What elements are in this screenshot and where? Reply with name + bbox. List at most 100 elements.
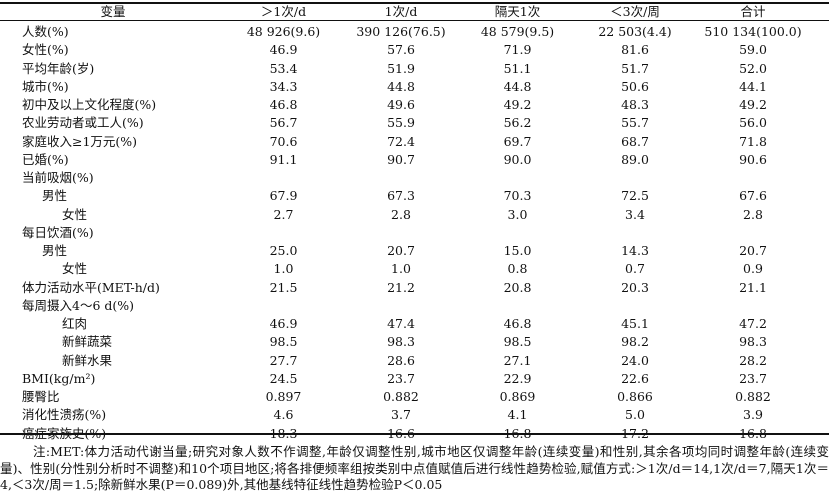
table-row: 已婚(%) 91.1 90.7 90.0 89.0 90.6	[0, 151, 829, 169]
table-row: 女性(%) 46.9 57.6 71.9 81.6 59.0	[0, 41, 829, 59]
row-value: 20.7	[739, 243, 767, 258]
row-label: 当前吸烟(%)	[22, 170, 94, 185]
row-value: 2.8	[743, 206, 763, 222]
row-value: 46.9	[269, 316, 298, 331]
row-value: 21.1	[739, 279, 767, 295]
row-value: 68.7	[621, 133, 649, 149]
row-value: 45.1	[621, 316, 649, 331]
row-value: 34.3	[269, 78, 298, 94]
row-label: 农业劳动者或工人(%)	[22, 115, 144, 131]
row-value: 51.9	[387, 60, 415, 76]
row-value: 44.1	[739, 78, 767, 94]
row-value: 46.8	[269, 97, 298, 112]
row-value: 28.6	[387, 352, 415, 368]
row-value: 81.6	[621, 42, 649, 58]
row-value: 44.8	[503, 78, 532, 94]
table-row: 女性 1.0 1.0 0.8 0.7 0.9	[0, 260, 829, 278]
row-value: 47.4	[387, 316, 415, 331]
row-value: 69.7	[503, 133, 532, 149]
row-label: 女性(%)	[22, 42, 69, 58]
row-value: 3.9	[743, 407, 763, 423]
row-label: 新鲜水果	[62, 352, 113, 368]
row-label: 男性	[42, 188, 68, 204]
row-value: 98.2	[621, 334, 649, 350]
table-row: 男性 67.9 67.3 70.3 72.5 67.6	[0, 187, 829, 205]
row-value: 20.8	[503, 279, 532, 295]
row-value: 22 503(4.4)	[598, 24, 672, 39]
row-value: 67.6	[739, 188, 767, 204]
row-label: 女性	[62, 206, 88, 222]
row-value: 90.6	[739, 151, 767, 167]
row-label: 初中及以上文化程度(%)	[22, 97, 157, 112]
row-label: 男性	[42, 243, 68, 258]
row-label: BMI(kg/m²)	[22, 370, 96, 386]
row-value: 4.1	[507, 407, 528, 423]
row-value: 48 579(9.5)	[480, 24, 555, 39]
row-value: 67.3	[387, 188, 415, 204]
row-label: 城市(%)	[22, 78, 69, 94]
row-value: 56.7	[269, 115, 298, 131]
table-row: 体力活动水平(MET-h/d) 21.5 21.2 20.8 20.3 21.1	[0, 279, 829, 297]
row-value: 27.7	[269, 352, 298, 368]
row-label: 女性	[62, 261, 88, 277]
row-value: 23.7	[387, 370, 415, 386]
row-value: 98.3	[387, 334, 415, 350]
table-row: 男性 25.0 20.7 15.0 14.3 20.7	[0, 242, 829, 260]
row-label: 每日饮酒(%)	[22, 224, 94, 240]
row-value: 59.0	[739, 42, 767, 58]
row-value: 71.8	[739, 133, 767, 149]
row-value: 2.8	[391, 206, 411, 222]
row-value: 57.6	[387, 42, 415, 58]
row-value: 91.1	[269, 151, 298, 167]
row-value: 70.3	[503, 188, 532, 204]
table-row: 平均年龄(岁) 53.4 51.9 51.1 51.7 52.0	[0, 60, 829, 78]
row-label: 腰臀比	[22, 389, 60, 404]
row-value: 0.866	[617, 389, 653, 404]
row-value: 48 926(9.6)	[246, 24, 321, 39]
row-label: 家庭收入≥1万元(%)	[22, 133, 138, 149]
table-row: 腰臀比 0.897 0.882 0.869 0.866 0.882	[0, 388, 829, 406]
table-row: 每日饮酒(%)	[0, 224, 829, 242]
table-row: 农业劳动者或工人(%) 56.7 55.9 56.2 55.7 56.0	[0, 114, 829, 132]
row-value: 0.869	[499, 389, 536, 404]
table-row: 城市(%) 34.3 44.8 44.8 50.6 44.1	[0, 78, 829, 96]
table-row: 每周摄入4～6 d(%)	[0, 297, 829, 315]
row-value: 15.0	[503, 243, 532, 258]
row-value: 0.882	[383, 389, 419, 404]
table-row: 红肉 46.9 47.4 46.8 45.1 47.2	[0, 315, 829, 333]
row-value: 98.5	[269, 334, 298, 350]
row-value: 20.7	[387, 243, 415, 258]
row-label: 平均年龄(岁)	[22, 60, 95, 76]
row-value: 49.6	[387, 97, 415, 112]
table-footnote: 注:MET:体力活动代谢当量;研究对象人数不作调整,年龄仅调整性别,城市地区仅调…	[0, 444, 829, 494]
row-value: 23.7	[739, 370, 767, 386]
row-value: 22.6	[621, 370, 649, 386]
row-label: 体力活动水平(MET-h/d)	[22, 279, 160, 295]
row-label: 消化性溃疡(%)	[22, 407, 107, 423]
row-value: 25.0	[269, 243, 298, 258]
header-every-other-day: 隔天1次	[494, 4, 541, 19]
row-value: 2.7	[273, 206, 294, 222]
table-header-row: 变量 ＞1次/d 1次/d 隔天1次 ＜3次/周 合计	[0, 3, 829, 21]
table-bottom-rule	[0, 433, 829, 435]
table-row: 新鲜水果 27.7 28.6 27.1 24.0 28.2	[0, 352, 829, 370]
header-total: 合计	[740, 4, 766, 19]
table-row: 新鲜蔬菜 98.5 98.3 98.5 98.2 98.3	[0, 333, 829, 351]
row-value: 14.3	[621, 243, 649, 258]
row-value: 55.9	[387, 115, 415, 131]
row-value: 53.4	[269, 60, 298, 76]
row-value: 3.7	[391, 407, 411, 423]
row-value: 390 126(76.5)	[356, 24, 446, 39]
row-value: 22.9	[503, 370, 532, 386]
row-value: 46.8	[503, 316, 532, 331]
row-value: 21.5	[269, 279, 298, 295]
row-value: 98.3	[739, 334, 767, 350]
row-value: 27.1	[503, 352, 532, 368]
row-value: 28.2	[739, 352, 767, 368]
header-variable: 变量	[100, 4, 126, 19]
row-value: 46.9	[269, 42, 298, 58]
row-value: 89.0	[621, 151, 649, 167]
row-value: 72.5	[621, 188, 649, 204]
row-value: 49.2	[739, 97, 767, 112]
row-value: 0.8	[507, 261, 528, 277]
